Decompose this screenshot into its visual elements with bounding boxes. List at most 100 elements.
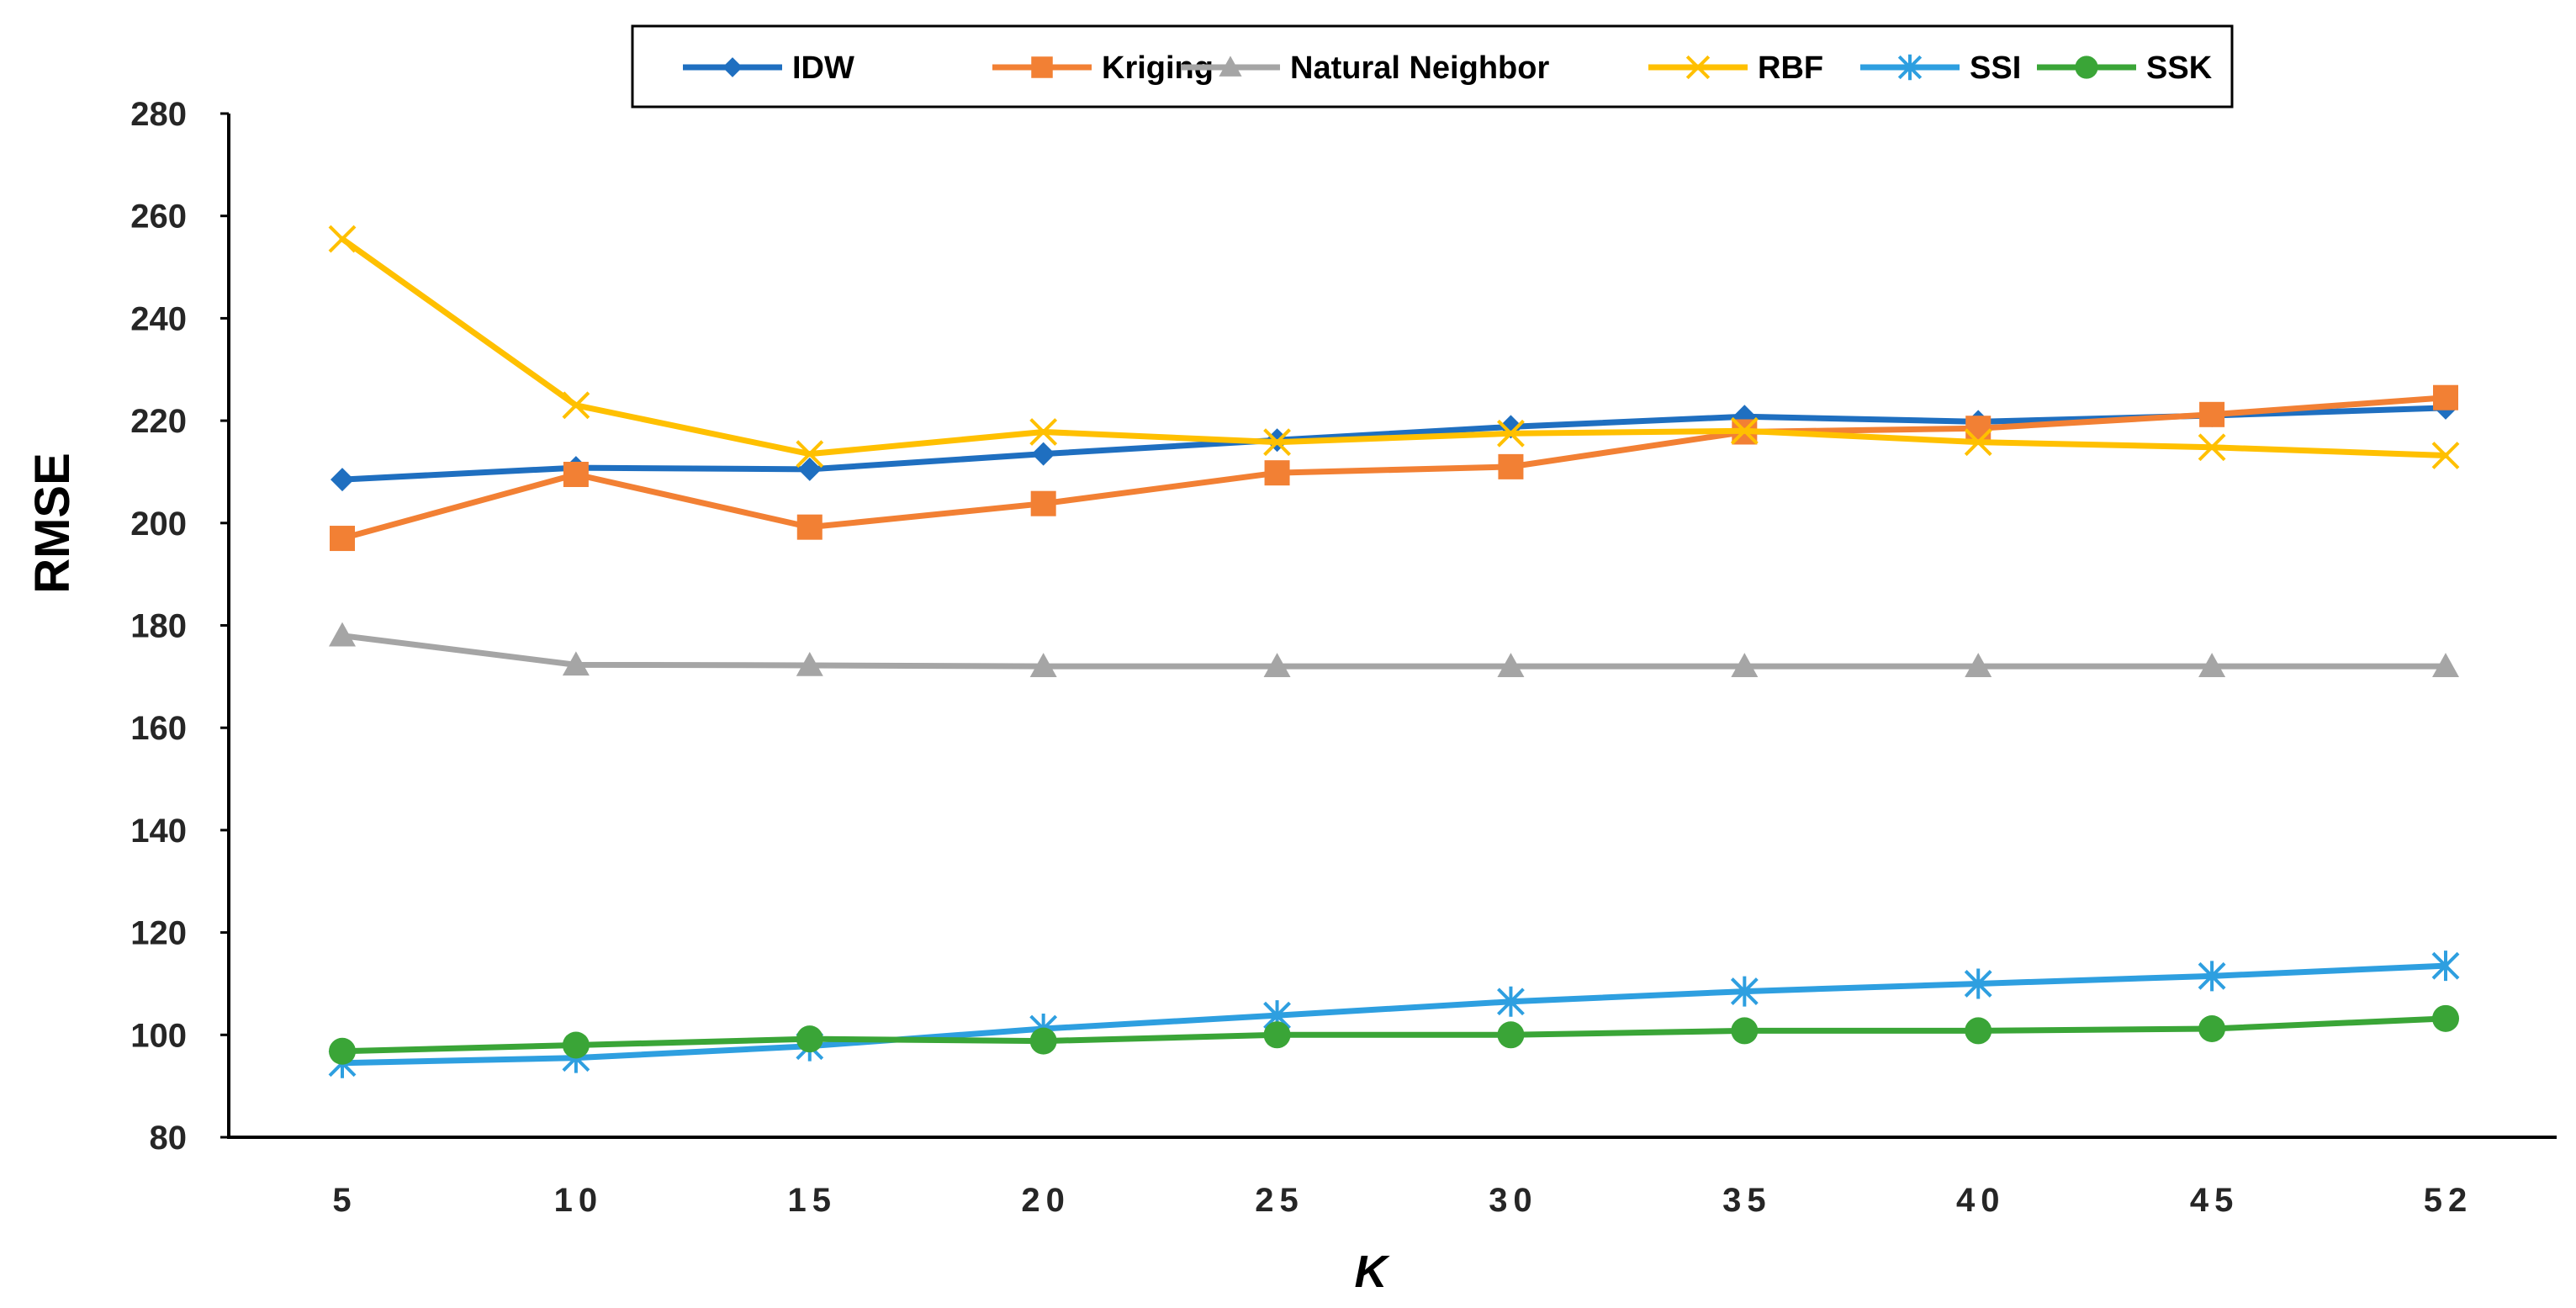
data-point [2431, 951, 2460, 982]
y-tick-label: 160 [130, 710, 187, 747]
series-ssi [328, 951, 2460, 1078]
legend-label: IDW [792, 50, 854, 86]
y-tick-label: 180 [130, 608, 187, 645]
data-point [797, 457, 822, 481]
legend-label: RBF [1758, 50, 1823, 86]
legend-entry: SSI [1860, 50, 2021, 86]
legend-entry: SSK [2037, 50, 2213, 86]
y-axis-title: RMSE [25, 453, 80, 594]
series-layer [328, 225, 2460, 1078]
y-tick-label: 140 [130, 813, 187, 850]
legend-label: SSK [2146, 50, 2213, 86]
series-line [339, 1015, 2449, 1055]
data-point [1497, 986, 1525, 1017]
x-tick-label: 5 [332, 1182, 357, 1219]
data-point [1029, 418, 1058, 446]
data-point [1730, 976, 1759, 1007]
legend-entry: RBF [1648, 50, 1823, 86]
data-point [1965, 653, 1992, 677]
y-tick-label: 240 [130, 300, 187, 337]
data-point [330, 526, 355, 552]
data-point [796, 1025, 823, 1053]
series-line [339, 962, 2449, 1067]
data-point [2433, 384, 2458, 410]
data-point [1030, 490, 1056, 516]
x-tick-label: 15 [788, 1182, 838, 1219]
legend-marker [1219, 56, 1242, 77]
data-point [328, 225, 357, 253]
x-axis-title: K [1355, 1247, 1391, 1297]
data-point [2432, 653, 2459, 677]
data-point [2431, 442, 2460, 469]
x-tick-label: 40 [1956, 1182, 2006, 1219]
data-point [1731, 653, 1759, 677]
data-point [1498, 453, 1524, 479]
data-point [562, 1031, 590, 1059]
data-point [1730, 416, 1759, 445]
x-tick-label: 20 [1021, 1182, 1071, 1219]
data-point [2432, 1004, 2459, 1032]
data-point [2198, 1014, 2226, 1042]
data-point [1965, 1017, 1992, 1045]
data-point [1497, 419, 1525, 447]
legend-marker [1897, 54, 1923, 81]
axes [227, 114, 2557, 1139]
data-point [1264, 460, 1290, 486]
legend-label: Natural Neighbor [1290, 50, 1549, 86]
y-tick-label: 280 [130, 96, 187, 133]
legend-marker [1031, 56, 1053, 78]
data-point [562, 391, 590, 420]
x-tick-label: 52 [2424, 1182, 2473, 1219]
data-point [1964, 968, 1992, 999]
x-tick-label: 30 [1489, 1182, 1538, 1219]
y-tick-label: 100 [130, 1017, 187, 1054]
series-rbf [328, 225, 2460, 469]
legend-entry: Natural Neighbor [1181, 50, 1549, 86]
data-point [1031, 442, 1055, 466]
data-point [331, 468, 354, 492]
x-tick-label: 35 [1722, 1182, 1772, 1219]
legend-marker [722, 57, 743, 77]
x-tick-label: 10 [554, 1182, 604, 1219]
data-point [562, 651, 590, 676]
data-point [1263, 1021, 1291, 1049]
data-point [329, 622, 356, 647]
y-tick-label: 120 [130, 915, 187, 952]
series-line [339, 236, 2449, 458]
data-point [1263, 428, 1291, 457]
series-ssk [329, 1004, 2459, 1065]
data-point [796, 651, 823, 676]
y-tick-labels: 80 100 120 140 160 180 200 220 240 260 280 [130, 96, 229, 1157]
y-tick-label: 200 [130, 506, 187, 543]
legend-label: SSI [1970, 50, 2021, 86]
data-point [2199, 401, 2225, 427]
legend-entry: IDW [683, 50, 854, 86]
series-line [339, 633, 2449, 670]
data-point [2198, 653, 2226, 677]
data-point [2198, 961, 2226, 992]
data-point [1497, 653, 1525, 677]
data-point [329, 1037, 356, 1065]
data-point [1497, 1021, 1525, 1049]
x-tick-label: 25 [1255, 1182, 1304, 1219]
series-natural-neighbor [329, 622, 2459, 677]
y-tick-label: 260 [130, 199, 187, 236]
x-tick-labels: 5 10 15 20 25 30 35 40 45 52 [332, 1182, 2473, 1219]
y-tick-label: 80 [150, 1120, 188, 1157]
data-point [2198, 433, 2226, 462]
data-point [1965, 416, 1992, 442]
data-point [563, 461, 589, 487]
data-point [1029, 1027, 1057, 1055]
legend-marker [2075, 56, 2098, 79]
legend: IDW Kriging Natural Neighbor RBF SSI SSK [631, 24, 2234, 109]
legend-marker [1685, 55, 1711, 80]
y-tick-label: 220 [130, 403, 187, 440]
data-point [796, 440, 824, 469]
legend-box [631, 24, 2234, 109]
data-point [1029, 653, 1057, 677]
data-point [1964, 428, 1992, 457]
series-line [339, 395, 2449, 542]
data-point [796, 514, 823, 540]
data-point [1263, 653, 1291, 677]
